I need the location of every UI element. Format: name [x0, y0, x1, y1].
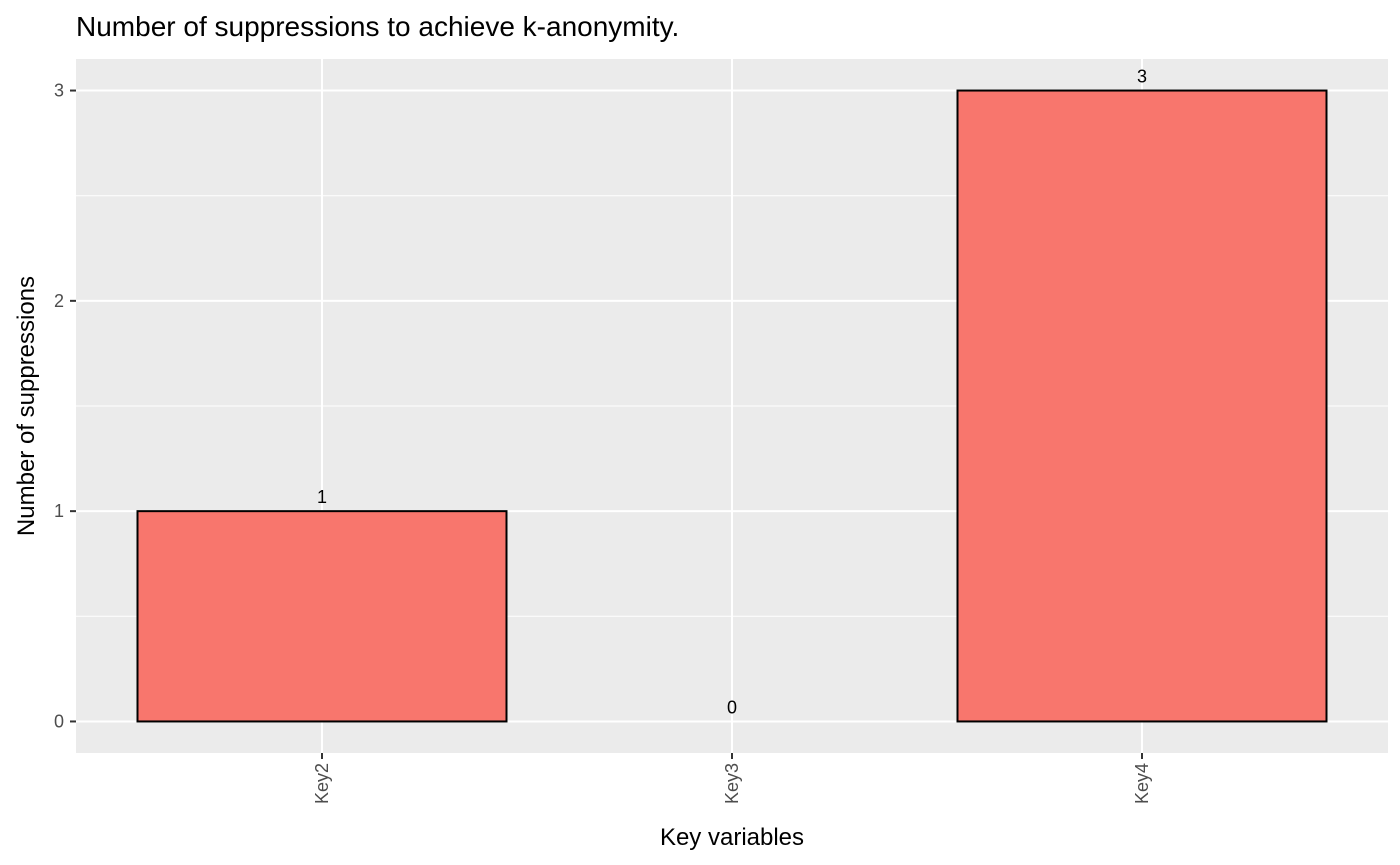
- x-tick-label-key2: Key2: [312, 763, 332, 804]
- y-axis: 0 1 2 3: [54, 81, 76, 731]
- x-tick-label-key3: Key3: [722, 763, 742, 804]
- y-axis-title: Number of suppressions: [13, 276, 40, 536]
- chart-title: Number of suppressions to achieve k-anon…: [76, 11, 679, 42]
- y-tick-label: 2: [54, 291, 64, 311]
- y-tick-label: 1: [54, 501, 64, 521]
- data-labels: 1 0 3: [317, 67, 1147, 718]
- bar-key2: [136, 510, 508, 723]
- y-tick-label: 0: [54, 711, 64, 731]
- data-label-key4: 3: [1137, 67, 1147, 87]
- x-tick-label-key4: Key4: [1132, 763, 1152, 804]
- x-axis: Key2 Key3 Key4: [312, 753, 1152, 804]
- bars: [136, 89, 1328, 723]
- data-label-key2: 1: [317, 487, 327, 507]
- x-axis-title: Key variables: [660, 824, 804, 851]
- bar-key4: [956, 89, 1328, 723]
- y-tick-label: 3: [54, 81, 64, 101]
- data-label-key3: 0: [727, 697, 737, 717]
